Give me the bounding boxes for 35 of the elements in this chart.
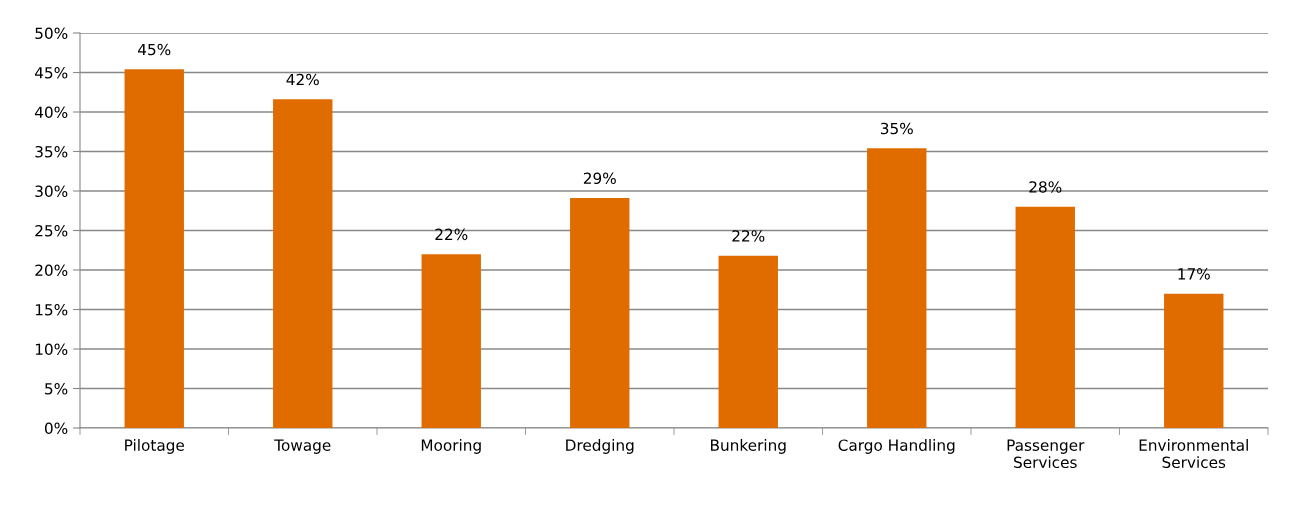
x-tick-label: Passenger Services: [1007, 439, 1085, 469]
data-label: 22%: [435, 228, 468, 241]
data-label: 42%: [286, 73, 319, 86]
bar: [570, 198, 630, 428]
y-tick-label: 10%: [35, 343, 68, 356]
bar: [1015, 206, 1075, 428]
y-tick-label: 5%: [45, 382, 68, 395]
x-tick-label: Bunkering: [711, 439, 786, 454]
y-tick-label: 45%: [34, 66, 68, 79]
data-label: 45%: [138, 43, 171, 56]
y-tick-label: 20%: [35, 264, 68, 277]
bar: [273, 99, 333, 428]
data-label: 17%: [1178, 268, 1210, 280]
data-label: 28%: [1029, 181, 1062, 193]
y-tick-label: 30%: [35, 185, 68, 198]
y-tick-label: 15%: [35, 303, 68, 316]
x-tick-label: Pilotage: [125, 439, 185, 454]
x-tick-label: Environmental Services: [1139, 439, 1248, 469]
bar: [421, 254, 481, 428]
bar: [124, 69, 184, 428]
data-label: 29%: [583, 172, 616, 185]
bar: [718, 255, 778, 428]
x-tick-label: Mooring: [421, 439, 481, 454]
data-label: 35%: [880, 122, 913, 135]
x-tick-label: Towage: [274, 439, 331, 454]
bar: [867, 148, 927, 428]
bar: [1164, 293, 1224, 428]
x-tick-label: Dredging: [566, 439, 634, 454]
y-tick-label: 0%: [44, 422, 68, 435]
data-label: 22%: [732, 230, 765, 242]
y-tick-label: 25%: [35, 224, 68, 237]
y-tick-label: 35%: [35, 145, 68, 158]
x-tick-label: Cargo Handling: [838, 439, 955, 454]
y-tick-label: 40%: [34, 106, 68, 119]
y-tick-label: 50%: [35, 27, 68, 40]
